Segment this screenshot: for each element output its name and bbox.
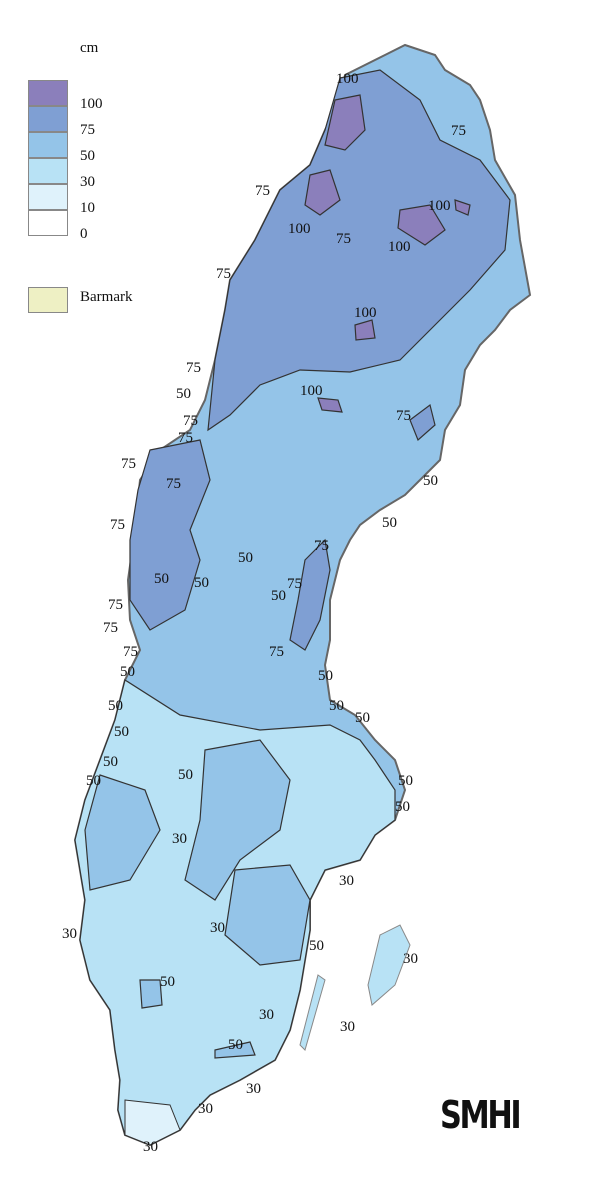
- contour-label: 75: [166, 476, 181, 492]
- contour-label: 75: [396, 408, 411, 424]
- contour-label: 30: [198, 1101, 213, 1117]
- zone-50-blob: [84, 774, 161, 891]
- legend-swatch-75: [28, 106, 68, 132]
- contour-label: 50: [160, 974, 175, 990]
- contour-label: 50: [238, 550, 253, 566]
- contour-label: 75: [186, 360, 201, 376]
- zone-75-blob: [409, 403, 436, 442]
- legend-swatch-0: [28, 210, 68, 236]
- contour-label: 100: [336, 71, 359, 87]
- legend-label-50: 50: [80, 148, 95, 164]
- legend-label-barmark: Barmark: [80, 289, 133, 305]
- contour-label: 30: [62, 926, 77, 942]
- zone-10-south: [124, 1099, 181, 1146]
- legend-unit: cm: [80, 40, 99, 56]
- zone-75-north: [207, 69, 511, 432]
- contour-label: 75: [110, 517, 125, 533]
- contour-label: 30: [259, 1007, 274, 1023]
- contour-label: 30: [143, 1139, 158, 1155]
- legend-label-30: 30: [80, 174, 95, 190]
- contour-label: 30: [172, 831, 187, 847]
- contour-label: 50: [318, 668, 333, 684]
- contour-label: 50: [103, 754, 118, 770]
- contour-label: 75: [123, 644, 138, 660]
- contour-label: 75: [183, 413, 198, 429]
- legend-label-10: 10: [80, 200, 95, 216]
- contour-label: 50: [176, 386, 191, 402]
- contour-label: 30: [340, 1019, 355, 1035]
- contour-label: 75: [269, 644, 284, 660]
- contour-label: 75: [451, 123, 466, 139]
- contour-label: 100: [288, 221, 311, 237]
- contour-label: 50: [228, 1037, 243, 1053]
- zone-100-blob: [397, 204, 446, 246]
- oland: [299, 974, 326, 1051]
- contour-label: 30: [339, 873, 354, 889]
- zone-50-blob: [184, 739, 291, 901]
- contour-label: 75: [178, 430, 193, 446]
- legend-swatch-30: [28, 158, 68, 184]
- zone-100-blob: [454, 199, 471, 216]
- contour-label: 50: [154, 571, 169, 587]
- legend-label-75: 75: [80, 122, 95, 138]
- zone-50-blob: [214, 1041, 256, 1059]
- zone-100-blob: [317, 397, 343, 413]
- contour-label: 50: [120, 664, 135, 680]
- contour-label: 75: [108, 597, 123, 613]
- contour-label: 50: [355, 710, 370, 726]
- zone-100-blob: [324, 94, 366, 151]
- smhi-logo: SMHI: [440, 1093, 522, 1137]
- contour-label: 50: [271, 588, 286, 604]
- contour-label: 50: [382, 515, 397, 531]
- gotland: [367, 924, 411, 1006]
- contour-label: 50: [194, 575, 209, 591]
- zone-100-blob: [354, 319, 376, 341]
- contour-label: 50: [86, 773, 101, 789]
- contour-label: 50: [178, 767, 193, 783]
- legend-swatch-100: [28, 80, 68, 106]
- zone-75-east: [289, 538, 331, 651]
- contour-label: 75: [255, 183, 270, 199]
- contour-label: 50: [114, 724, 129, 740]
- contour-label: 75: [103, 620, 118, 636]
- contour-label: 100: [354, 305, 377, 321]
- zone-50-blob: [139, 979, 163, 1009]
- contour-label: 75: [336, 231, 351, 247]
- contour-label: 100: [300, 383, 323, 399]
- contour-label: 100: [388, 239, 411, 255]
- contour-label: 75: [287, 576, 302, 592]
- legend-swatch-10: [28, 184, 68, 210]
- contour-label: 75: [314, 538, 329, 554]
- contour-label: 50: [423, 473, 438, 489]
- contour-label: 75: [216, 266, 231, 282]
- zone-75-west: [129, 439, 211, 631]
- contour-label: 100: [428, 198, 451, 214]
- legend-swatch-50: [28, 132, 68, 158]
- contour-label: 75: [121, 456, 136, 472]
- contour-label: 50: [108, 698, 123, 714]
- contour-label: 50: [309, 938, 324, 954]
- zone-100-blob: [304, 169, 341, 216]
- zone-50-blob: [224, 864, 311, 966]
- contour-label: 50: [395, 799, 410, 815]
- contour-label: 30: [403, 951, 418, 967]
- legend-swatch-barmark: [28, 287, 68, 313]
- contour-label: 30: [210, 920, 225, 936]
- contour-label: 30: [246, 1081, 261, 1097]
- contour-label: 50: [398, 773, 413, 789]
- legend-label-100: 100: [80, 96, 103, 112]
- contour-label: 50: [329, 698, 344, 714]
- sweden-land: [73, 43, 532, 1147]
- legend-label-0: 0: [80, 226, 88, 242]
